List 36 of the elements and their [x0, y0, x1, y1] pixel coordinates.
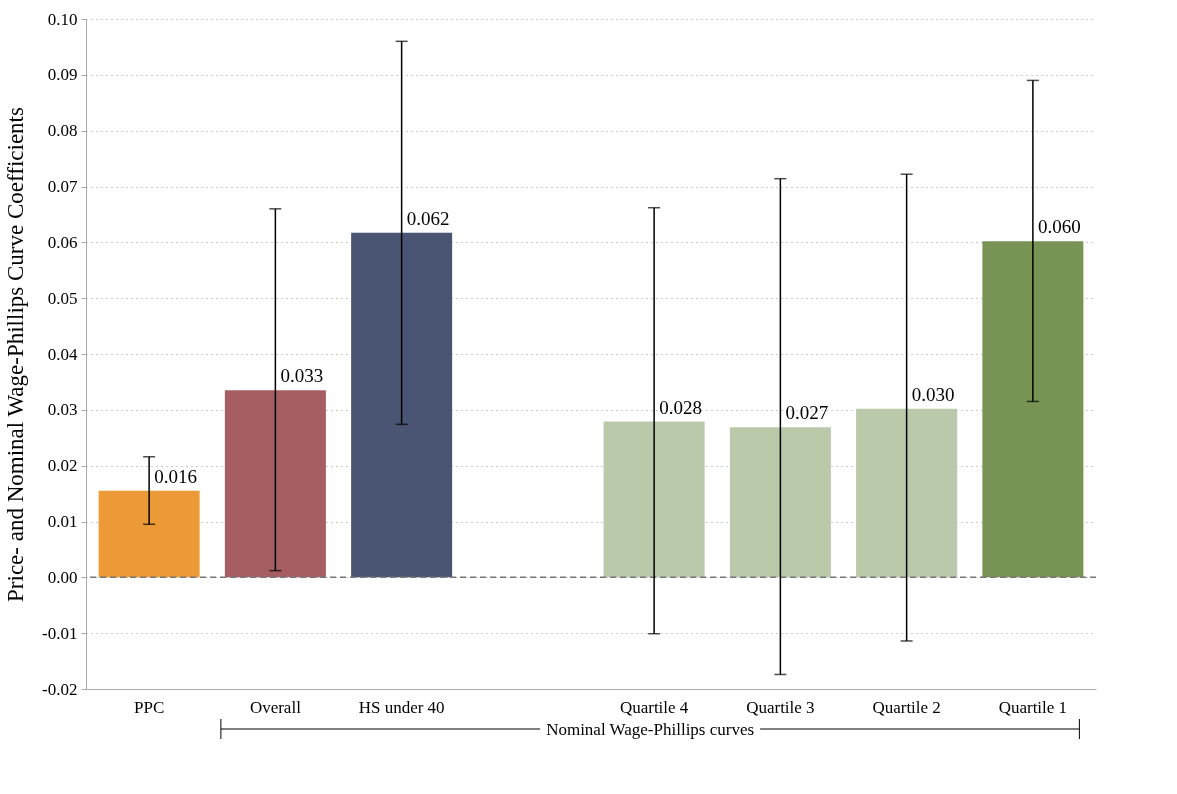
- y-tick-label: 0.05: [47, 288, 78, 308]
- y-axis-title: Price- and Nominal Wage-Phillips Curve Coefficients: [3, 107, 29, 602]
- y-tick-label: 0.06: [47, 232, 78, 252]
- x-tick-label: Quartile 3: [746, 697, 815, 717]
- bar: [729, 427, 831, 578]
- bar: [603, 421, 705, 578]
- x-tick-label: Quartile 1: [998, 697, 1068, 717]
- data-label: 0.028: [659, 396, 702, 418]
- bar: [351, 232, 453, 578]
- y-tick-label: 0.04: [47, 344, 78, 364]
- data-label: 0.033: [280, 365, 324, 387]
- data-label: 0.027: [785, 402, 829, 424]
- data-label: 0.062: [406, 207, 450, 229]
- bar: [982, 241, 1084, 578]
- y-tick-label: -0.01: [42, 623, 78, 643]
- bar: [98, 490, 200, 578]
- x-tick-label: Quartile 2: [872, 697, 941, 717]
- y-tick-label: -0.02: [42, 679, 78, 699]
- x-tick-label: PPC: [134, 697, 165, 717]
- bar: [856, 408, 958, 578]
- y-tick-label: 0.09: [47, 65, 78, 85]
- y-tick-label: 0.02: [47, 456, 78, 476]
- y-tick-label: 0.03: [47, 400, 78, 420]
- y-tick-label: 0.01: [47, 512, 78, 531]
- data-label: 0.030: [911, 383, 955, 405]
- y-tick-label: 0.00: [47, 567, 78, 587]
- data-label: 0.060: [1037, 216, 1081, 238]
- x-tick-label: Overall: [249, 697, 302, 717]
- bar: [224, 390, 326, 578]
- x-tick-label: Quartile 4: [619, 697, 689, 717]
- data-label: 0.016: [154, 465, 197, 487]
- x-tick-label: HS under 40: [358, 697, 445, 717]
- y-tick-label: 0.10: [47, 9, 78, 29]
- y-tick-label: 0.08: [47, 121, 78, 141]
- y-tick-label: 0.07: [47, 177, 78, 196]
- text: Nominal Wage-Phillips curves: [546, 720, 755, 739]
